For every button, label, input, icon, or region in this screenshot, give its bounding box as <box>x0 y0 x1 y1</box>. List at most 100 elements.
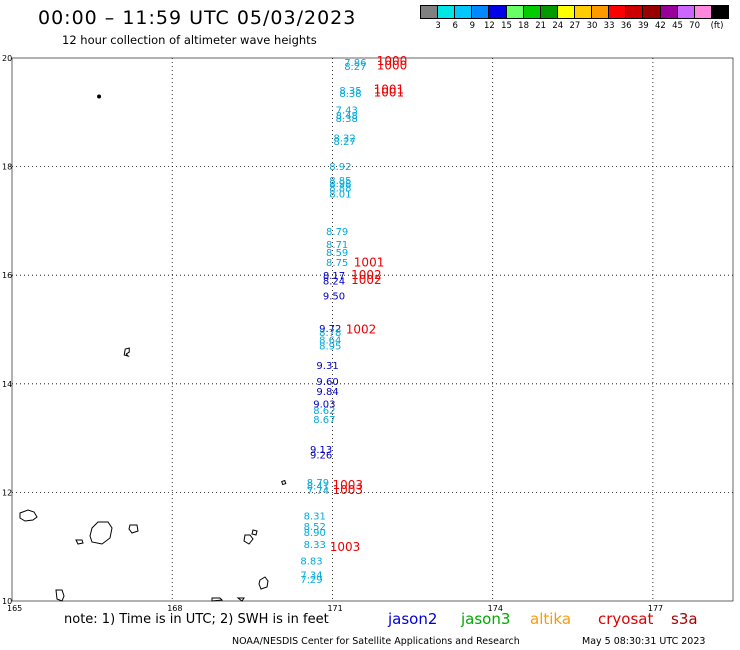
wave-height-label: 8.62 <box>313 406 335 417</box>
wave-height-label: 8.01 <box>329 190 351 201</box>
pressure-label: 1002 <box>351 268 382 282</box>
satellite-legend-item: altika <box>530 610 572 628</box>
island-outline <box>211 597 224 602</box>
island-outline <box>236 597 245 602</box>
pressure-label: 1000 <box>377 58 408 72</box>
wave-height-label: 9.60 <box>316 377 338 388</box>
island-outline <box>258 576 269 590</box>
wave-height-label: 7.86 <box>344 58 366 69</box>
scale-tick-label: 39 <box>637 21 649 31</box>
wave-height-label: 9.31 <box>316 361 338 372</box>
longitude-label: 168 <box>167 604 182 613</box>
wave-height-label: 8.90 <box>304 528 326 539</box>
pressure-label: 1003 <box>332 478 363 492</box>
wave-height-label: 8.41 <box>307 482 329 493</box>
pressure-label: 1001 <box>354 256 385 270</box>
scale-tick-label: 33 <box>603 21 615 31</box>
pressure-label: 1000 <box>377 54 408 68</box>
scale-tick-label: 6 <box>452 21 458 31</box>
island-outline <box>243 534 254 545</box>
wave-height-label: 8.75 <box>326 258 348 269</box>
wave-height-label: 7.43 <box>336 105 358 116</box>
island-marker <box>97 94 102 99</box>
scale-tick-label: 21 <box>535 21 547 31</box>
scale-tick-label: 42 <box>654 21 666 31</box>
wave-height-label: 8.59 <box>326 248 348 259</box>
island-outline <box>123 347 130 357</box>
latitude-label: 18 <box>2 163 12 172</box>
wave-height-label: 8.78 <box>319 328 341 339</box>
scale-tick-label: 24 <box>552 21 564 31</box>
latitude-label: 10 <box>2 597 12 606</box>
satellite-legend-item: jason2 <box>388 610 438 628</box>
wave-height-label: 8.33 <box>304 540 326 551</box>
wave-height-label: 9.13 <box>310 445 332 456</box>
island-outline <box>281 479 287 486</box>
wave-height-label: 8.24 <box>323 276 345 287</box>
page-subtitle: 12 hour collection of altimeter wave hei… <box>62 33 317 47</box>
wave-height-label: 8.79 <box>307 478 329 489</box>
wave-height-label: 8.27 <box>344 62 366 73</box>
wave-height-label: 9.50 <box>323 292 345 303</box>
wave-height-label: 8.38 <box>336 114 358 125</box>
latitude-label: 14 <box>2 380 12 389</box>
scale-unit-label: (ft) <box>710 21 724 31</box>
wave-height-label: 8.83 <box>300 557 322 568</box>
wave-height-color-scale <box>420 5 729 21</box>
wave-height-label: 8.79 <box>326 227 348 238</box>
wave-height-label: 8.35 <box>339 86 361 97</box>
pressure-label: 1003 <box>332 483 363 497</box>
latitude-label: 16 <box>2 271 12 280</box>
pressure-label: 1002 <box>351 273 382 287</box>
pressure-label: 1001 <box>374 86 405 100</box>
pressure-label: 1003 <box>330 540 361 554</box>
wave-height-label: 8.48 <box>336 111 358 122</box>
pressure-label: 1001 <box>374 82 405 96</box>
wave-height-label: 9.84 <box>316 387 338 398</box>
wave-height-label: 8.31 <box>304 512 326 523</box>
wave-height-label: 8.88 <box>329 184 351 195</box>
units-note: note: 1) Time is in UTC; 2) SWH is in fe… <box>64 612 329 627</box>
satellite-legend-item: s3a <box>671 610 698 628</box>
longitude-label: 165 <box>7 604 22 613</box>
wave-height-label: 7.29 <box>300 575 322 586</box>
wave-height-label: 8.38 <box>339 89 361 100</box>
wave-height-label: 8.85 <box>329 176 351 187</box>
island-outline <box>55 589 65 602</box>
credit-line: NOAA/NESDIS Center for Satellite Applica… <box>232 636 520 647</box>
longitude-label: 177 <box>648 604 663 613</box>
island-outline <box>75 539 84 545</box>
wave-height-label: 8.92 <box>329 162 351 173</box>
wave-height-label: 9.03 <box>313 400 335 411</box>
wave-height-label: 9.26 <box>310 451 332 462</box>
scale-tick-label: 12 <box>483 21 495 31</box>
wave-height-label: 8.95 <box>319 342 341 353</box>
island-outline <box>251 529 258 536</box>
wave-height-label: 8.27 <box>334 137 356 148</box>
map-frame <box>11 57 734 602</box>
scale-tick-label: 45 <box>672 21 683 31</box>
latitude-label: 20 <box>2 54 12 63</box>
longitude-label: 171 <box>327 604 342 613</box>
scale-tick-label: 3 <box>435 21 441 31</box>
wave-height-label: 8.52 <box>304 522 326 533</box>
island-outline <box>19 509 38 522</box>
scale-tick-label: 9 <box>469 21 476 31</box>
island-outline <box>128 524 139 534</box>
wave-height-label: 8.64 <box>319 336 341 347</box>
satellite-legend-item: jason3 <box>461 610 511 628</box>
longitude-label: 174 <box>488 604 503 613</box>
pressure-label: 1002 <box>346 322 377 336</box>
wave-height-label: 9.72 <box>319 324 341 335</box>
scale-tick-label: 30 <box>586 21 598 31</box>
wave-height-label: 8.67 <box>313 415 335 426</box>
scale-tick-label: 36 <box>620 21 632 31</box>
scale-swatch <box>710 5 729 19</box>
wave-height-label: 8.32 <box>334 134 356 145</box>
latitude-label: 12 <box>2 488 12 497</box>
generated-date: May 5 08:30:31 UTC 2023 <box>582 636 706 647</box>
wave-height-label: 7.74 <box>307 486 329 497</box>
wave-height-label: 8.17 <box>323 271 345 282</box>
satellite-legend-item: cryosat <box>598 610 654 628</box>
